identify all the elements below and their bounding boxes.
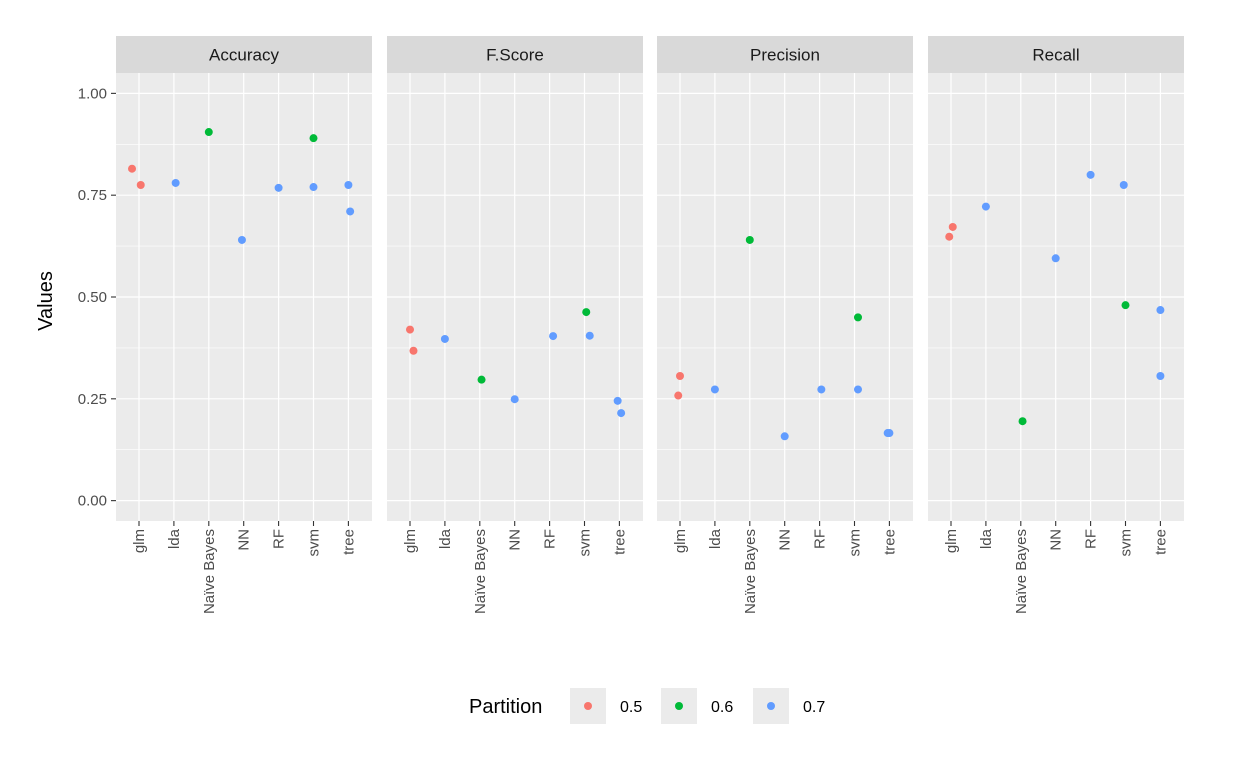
point-nn-0-7 (237, 235, 246, 244)
x-tick-label: RF (271, 529, 288, 549)
x-tick-label: svm (577, 529, 594, 557)
point-svm-0-7 (853, 385, 862, 394)
x-tick-label: tree (1152, 529, 1169, 555)
point-svm-0-7 (309, 183, 318, 192)
legend-label: 0.7 (803, 699, 825, 716)
point-svm-0-6 (309, 134, 318, 143)
x-tick-label: glm (402, 529, 419, 553)
point-glm-0-5 (409, 346, 418, 355)
x-tick-label: tree (340, 529, 357, 555)
legend-entry-0-5: 0.5 (570, 688, 642, 724)
x-tick-label: RF (1083, 529, 1100, 549)
facet-title: F.Score (486, 46, 544, 65)
legend-label: 0.6 (711, 699, 733, 716)
facet-title: Accuracy (209, 46, 279, 65)
point-glm-0-5 (674, 391, 683, 400)
point-nn-0-7 (510, 395, 519, 404)
x-tick-label: NN (507, 529, 524, 551)
point-tree-0-7 (617, 409, 626, 418)
legend-key-point (767, 702, 775, 710)
point-svm-0-6 (853, 313, 862, 322)
facet-title: Precision (750, 46, 820, 65)
x-tick-label: Naïve Bayes (1013, 529, 1030, 614)
point-rf-0-7 (549, 332, 558, 341)
x-tick-label: Naïve Bayes (201, 529, 218, 614)
facet-strip (928, 36, 1184, 73)
point-svm-0-6 (582, 308, 591, 317)
point-nn-0-7 (780, 432, 789, 441)
y-axis-title: Values (35, 271, 57, 331)
x-tick-label: NN (236, 529, 253, 551)
legend-key-point (675, 702, 683, 710)
x-tick-label: lda (978, 528, 995, 549)
point-lda-0-7 (171, 178, 180, 187)
point-tree-0-7 (613, 396, 622, 405)
facet-strip (116, 36, 372, 73)
x-tick-label: RF (542, 529, 559, 549)
facet-accuracy: Accuracy glm lda Naïve Bayes NN RF svm tree (116, 36, 372, 614)
x-tick-label: glm (672, 529, 689, 553)
facet-f-score: F.Score glm lda Naïve Bayes NN RF svm tree (387, 36, 643, 614)
point-tree-0-7 (1156, 372, 1165, 381)
facet-strip (387, 36, 643, 73)
y-tick-label: 0.50 (78, 289, 107, 306)
x-tick-label: glm (943, 529, 960, 553)
point-svm-0-7 (1119, 181, 1128, 189)
point-na-ve-bayes-0-6 (204, 128, 213, 137)
point-glm-0-5 (136, 181, 145, 189)
point-na-ve-bayes-0-6 (477, 375, 486, 384)
point-svm-0-6 (1121, 301, 1130, 310)
x-tick-label: lda (437, 528, 454, 549)
x-tick-label: glm (131, 529, 148, 553)
y-tick-label: 0.75 (78, 187, 107, 204)
point-rf-0-7 (1086, 170, 1095, 179)
x-tick-label: NN (777, 529, 794, 551)
point-glm-0-5 (676, 372, 684, 381)
point-na-ve-bayes-0-6 (1018, 417, 1027, 426)
point-na-ve-bayes-0-6 (745, 235, 754, 244)
y-tick-label: 1.00 (78, 85, 107, 102)
x-tick-label: svm (306, 529, 323, 557)
x-tick-label: NN (1048, 529, 1065, 551)
point-glm-0-5 (406, 325, 414, 334)
facet-title: Recall (1032, 46, 1079, 65)
x-tick-label: tree (881, 529, 898, 555)
point-glm-0-5 (945, 232, 954, 241)
point-lda-0-7 (710, 385, 719, 394)
legend-title: Partition (469, 696, 542, 718)
point-tree-0-7 (346, 207, 355, 216)
point-rf-0-7 (817, 385, 826, 394)
legend-entry-0-6: 0.6 (661, 688, 733, 724)
y-tick-label: 0.00 (78, 493, 107, 510)
x-tick-label: Naïve Bayes (472, 529, 489, 614)
legend-label: 0.5 (620, 699, 642, 716)
point-lda-0-7 (981, 202, 990, 211)
x-tick-label: RF (812, 529, 829, 549)
point-glm-0-5 (948, 222, 957, 231)
facet-recall: Recall glm lda Naïve Bayes NN RF svm tree (928, 36, 1184, 614)
x-tick-label: lda (707, 528, 724, 549)
point-lda-0-7 (440, 334, 449, 343)
point-glm-0-5 (128, 164, 137, 173)
legend: Partition 0.5 0.6 0.7 (469, 688, 825, 724)
facet-strip (657, 36, 913, 73)
legend-entry-0-7: 0.7 (753, 688, 825, 724)
y-tick-label: 0.25 (78, 391, 107, 408)
y-axis: 0.00 0.25 0.50 0.75 1.00 (78, 85, 116, 510)
point-tree-0-7 (344, 181, 353, 189)
point-nn-0-7 (1051, 254, 1060, 263)
x-tick-label: Naïve Bayes (742, 529, 759, 614)
facet-precision: Precision glm lda Naïve Bayes NN RF svm tree (657, 36, 913, 614)
point-tree-0-7 (885, 429, 894, 438)
point-tree-0-7 (1156, 306, 1165, 315)
legend-key-point (584, 702, 592, 710)
x-tick-label: tree (611, 529, 628, 555)
x-tick-label: svm (847, 529, 864, 557)
point-rf-0-7 (274, 183, 283, 192)
x-tick-label: svm (1118, 529, 1135, 557)
point-svm-0-7 (585, 331, 594, 340)
x-tick-label: lda (166, 528, 183, 549)
facet-panels: 0.00 0.25 0.50 0.75 1.00 Accuracy glm lda Naïve … (78, 36, 1184, 614)
